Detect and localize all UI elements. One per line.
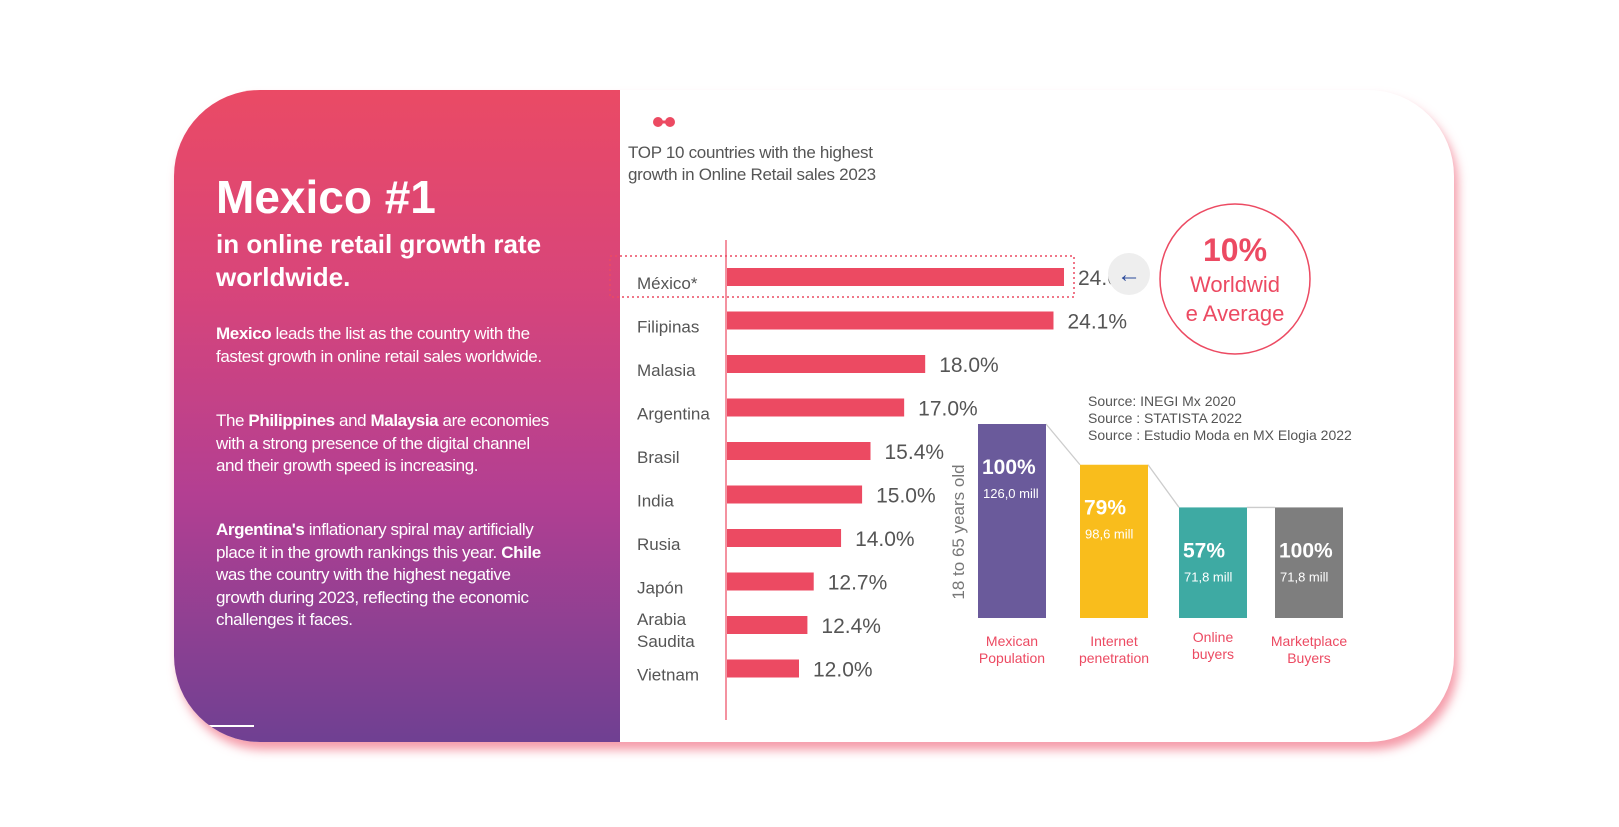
horizontal-bars: 24.6%México*24.1%Filipinas18.0%Malasia17… xyxy=(637,267,1138,685)
funnel-pct-1: 100% xyxy=(982,456,1036,479)
chart-logo-icon xyxy=(653,117,675,127)
funnel-category-4-line1: Marketplace xyxy=(1271,633,1347,649)
bar-label-malasia: Malasia xyxy=(637,361,696,380)
source-line-1: Source: INEGI Mx 2020 xyxy=(1088,393,1236,409)
bar-value-brasil: 15.4% xyxy=(885,441,945,464)
funnel-count-3: 71,8 mill xyxy=(1184,569,1233,584)
bar-label-rusia: Rusia xyxy=(637,535,681,554)
bar-value-arabia-saudita: 12.4% xyxy=(821,615,881,638)
funnel-connector-2 xyxy=(1147,464,1180,508)
bar-rusia xyxy=(727,529,842,547)
main-title: Mexico #1 xyxy=(216,171,436,223)
subtitle: in online retail growth rate worldwide. xyxy=(216,229,542,292)
bar-vietnam xyxy=(727,659,799,678)
bar-value-argentina: 17.0% xyxy=(918,398,978,421)
bar-label-vietnam: Vietnam xyxy=(637,666,699,685)
funnel-category-4-line2: Buyers xyxy=(1287,650,1331,666)
bold-mexico: Mexico xyxy=(216,324,272,343)
funnel-category-3-line1: Online xyxy=(1193,629,1234,645)
p1-text: leads the list as the country with the f… xyxy=(216,324,542,366)
worldwide-average-circle xyxy=(1159,203,1311,355)
decorative-line xyxy=(194,725,254,727)
bar-value-rusia: 14.0% xyxy=(855,528,915,551)
worldwide-average-label-1: Worldwid xyxy=(1190,272,1280,297)
p2-text-2: are economies with a strong presence of … xyxy=(216,411,549,475)
funnel-category-1-line1: Mexican xyxy=(986,633,1038,649)
bar-malasia xyxy=(727,355,926,373)
mexico-highlight-box xyxy=(609,255,1075,298)
bar-chart-title-line2: growth in Online Retail sales 2023 xyxy=(628,165,876,184)
funnel-category-2-line2: penetration xyxy=(1079,650,1149,666)
left-panel: Mexico #1 in online retail growth rate w… xyxy=(174,90,620,742)
worldwide-average-value: 10% xyxy=(1203,232,1267,268)
funnel-count-4: 71,8 mill xyxy=(1280,569,1329,584)
bar-m-xico xyxy=(727,268,1064,286)
p3-text-1: inflationary spiral may artificially pla… xyxy=(216,520,534,562)
funnel-count-2: 98,6 mill xyxy=(1085,527,1134,542)
bar-jap-n xyxy=(727,572,814,591)
bold-philippines: Philippines xyxy=(248,411,335,430)
charts-area: TOP 10 countries with the highest growth… xyxy=(609,117,1352,720)
bar-label-jap-n: Japón xyxy=(637,579,683,598)
funnel-category-1-line2: Population xyxy=(979,650,1045,666)
funnel-bar-2 xyxy=(1080,464,1148,618)
paragraph-argentina-chile: Argentina's inflationary spiral may arti… xyxy=(216,519,556,632)
bar-value-filipinas: 24.1% xyxy=(1067,311,1127,334)
p2-text-0: The xyxy=(216,411,249,430)
source-line-2: Source : STATISTA 2022 xyxy=(1088,410,1242,426)
bar-brasil xyxy=(727,442,871,460)
bar-value-malasia: 18.0% xyxy=(939,354,999,377)
bar-label-filipinas: Filipinas xyxy=(637,318,699,337)
bar-label-m-xico: México* xyxy=(637,274,698,293)
back-arrow-button: ← xyxy=(1108,253,1150,295)
funnel-pct-4: 100% xyxy=(1279,539,1333,562)
arrow-left-icon: ← xyxy=(1117,261,1141,288)
bar-value-india: 15.0% xyxy=(876,485,936,508)
bar-value-vietnam: 12.0% xyxy=(813,659,873,682)
bar-label-india: India xyxy=(637,492,674,511)
bar-label-argentina: Argentina xyxy=(637,405,710,424)
bar-value-jap-n: 12.7% xyxy=(828,572,888,595)
bar-chart-title-line1: TOP 10 countries with the highest xyxy=(628,143,873,162)
bar-filipinas xyxy=(727,311,1054,330)
bar-label-brasil: Brasil xyxy=(637,448,680,467)
paragraph-mexico: Mexico leads the list as the country wit… xyxy=(216,323,556,368)
funnel-count-1: 126,0 mill xyxy=(983,486,1039,501)
bold-malaysia: Malaysia xyxy=(370,411,439,430)
bar-arabia-saudita xyxy=(727,616,808,634)
paragraph-philippines-malaysia: The Philippines and Malaysia are economi… xyxy=(216,410,556,478)
bar-india xyxy=(727,485,863,504)
funnel-bar-4 xyxy=(1275,507,1343,618)
worldwide-average-label-2: e Average xyxy=(1186,301,1285,326)
bold-chile: Chile xyxy=(501,542,541,562)
p2-text-1: and xyxy=(334,411,371,430)
funnel-pct-2: 79% xyxy=(1084,497,1126,520)
bold-argentina: Argentina's xyxy=(216,520,305,539)
funnel-connector-1 xyxy=(1045,423,1081,466)
bar-label-arabia-saudita-1: Arabia xyxy=(637,610,687,629)
funnel-bar-3 xyxy=(1179,507,1247,618)
funnel-bar-1 xyxy=(978,424,1046,618)
funnel-category-2-line1: Internet xyxy=(1090,633,1138,649)
funnel-y-label: 18 to 65 years old xyxy=(949,464,968,599)
p3-text-2: was the country with the highest negativ… xyxy=(216,565,529,629)
funnel-category-3-line2: buyers xyxy=(1192,646,1234,662)
funnel-pct-3: 57% xyxy=(1183,539,1225,562)
bar-argentina xyxy=(727,398,905,417)
bar-label-arabia-saudita-2: Saudita xyxy=(637,632,695,651)
source-line-3: Source : Estudio Moda en MX Elogia 2022 xyxy=(1088,427,1352,443)
infographic-card: Mexico #1 in online retail growth rate w… xyxy=(174,90,1454,742)
